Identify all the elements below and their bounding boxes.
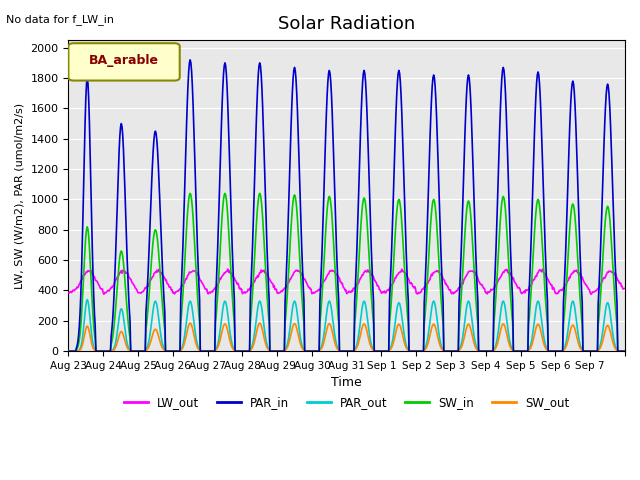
Line: PAR_in: PAR_in [68,60,624,351]
PAR_out [65,348,72,354]
PAR_in [281,298,289,303]
SW_out [186,320,194,326]
SW_in [260,239,268,245]
LW_out [131,283,138,288]
SW_in [404,321,412,327]
PAR_in [130,348,138,354]
Y-axis label: LW, SW (W/m2), PAR (umol/m2/s): LW, SW (W/m2), PAR (umol/m2/s) [15,103,25,288]
PAR_out [131,348,138,354]
PAR_out [281,347,289,352]
LW_out [261,270,269,276]
SW_out [65,348,72,354]
LW_out [405,277,413,283]
LW_out [282,285,290,291]
SW_out [260,335,268,340]
Line: PAR_out: PAR_out [68,300,624,351]
PAR_in [404,298,412,304]
PAR_in [436,204,444,210]
PAR_out [83,297,91,302]
SW_out [130,348,138,354]
PAR_out [436,335,444,340]
SW_out [404,348,412,353]
Line: LW_out: LW_out [68,269,624,294]
Line: SW_in: SW_in [68,193,624,351]
PAR_in [186,57,194,63]
LW_out [436,271,444,277]
SW_out [436,341,444,347]
LW_out [234,281,241,287]
PAR_in [260,149,268,155]
PAR_out [260,324,268,330]
Line: SW_out: SW_out [68,323,624,351]
PAR_out [404,347,412,352]
Legend: LW_out, PAR_in, PAR_out, SW_in, SW_out: LW_out, PAR_in, PAR_out, SW_in, SW_out [120,391,574,414]
LW_out [65,290,72,296]
Text: BA_arable: BA_arable [89,54,159,67]
SW_in [281,321,289,326]
SW_in [233,348,241,354]
X-axis label: Time: Time [332,376,362,389]
SW_in [620,348,628,354]
PAR_in [65,348,72,354]
SW_in [130,348,138,354]
PAR_out [620,348,628,354]
LW_out [100,291,108,297]
PAR_out [233,348,241,354]
SW_in [65,348,72,354]
FancyBboxPatch shape [68,43,180,81]
SW_out [233,348,241,354]
SW_in [436,269,444,275]
SW_out [620,348,628,354]
PAR_in [620,348,628,354]
Text: No data for f_LW_in: No data for f_LW_in [6,14,115,25]
PAR_in [233,348,241,354]
SW_out [281,348,289,353]
SW_in [186,191,194,196]
LW_out [224,266,232,272]
LW_out [620,286,628,291]
Title: Solar Radiation: Solar Radiation [278,15,415,33]
